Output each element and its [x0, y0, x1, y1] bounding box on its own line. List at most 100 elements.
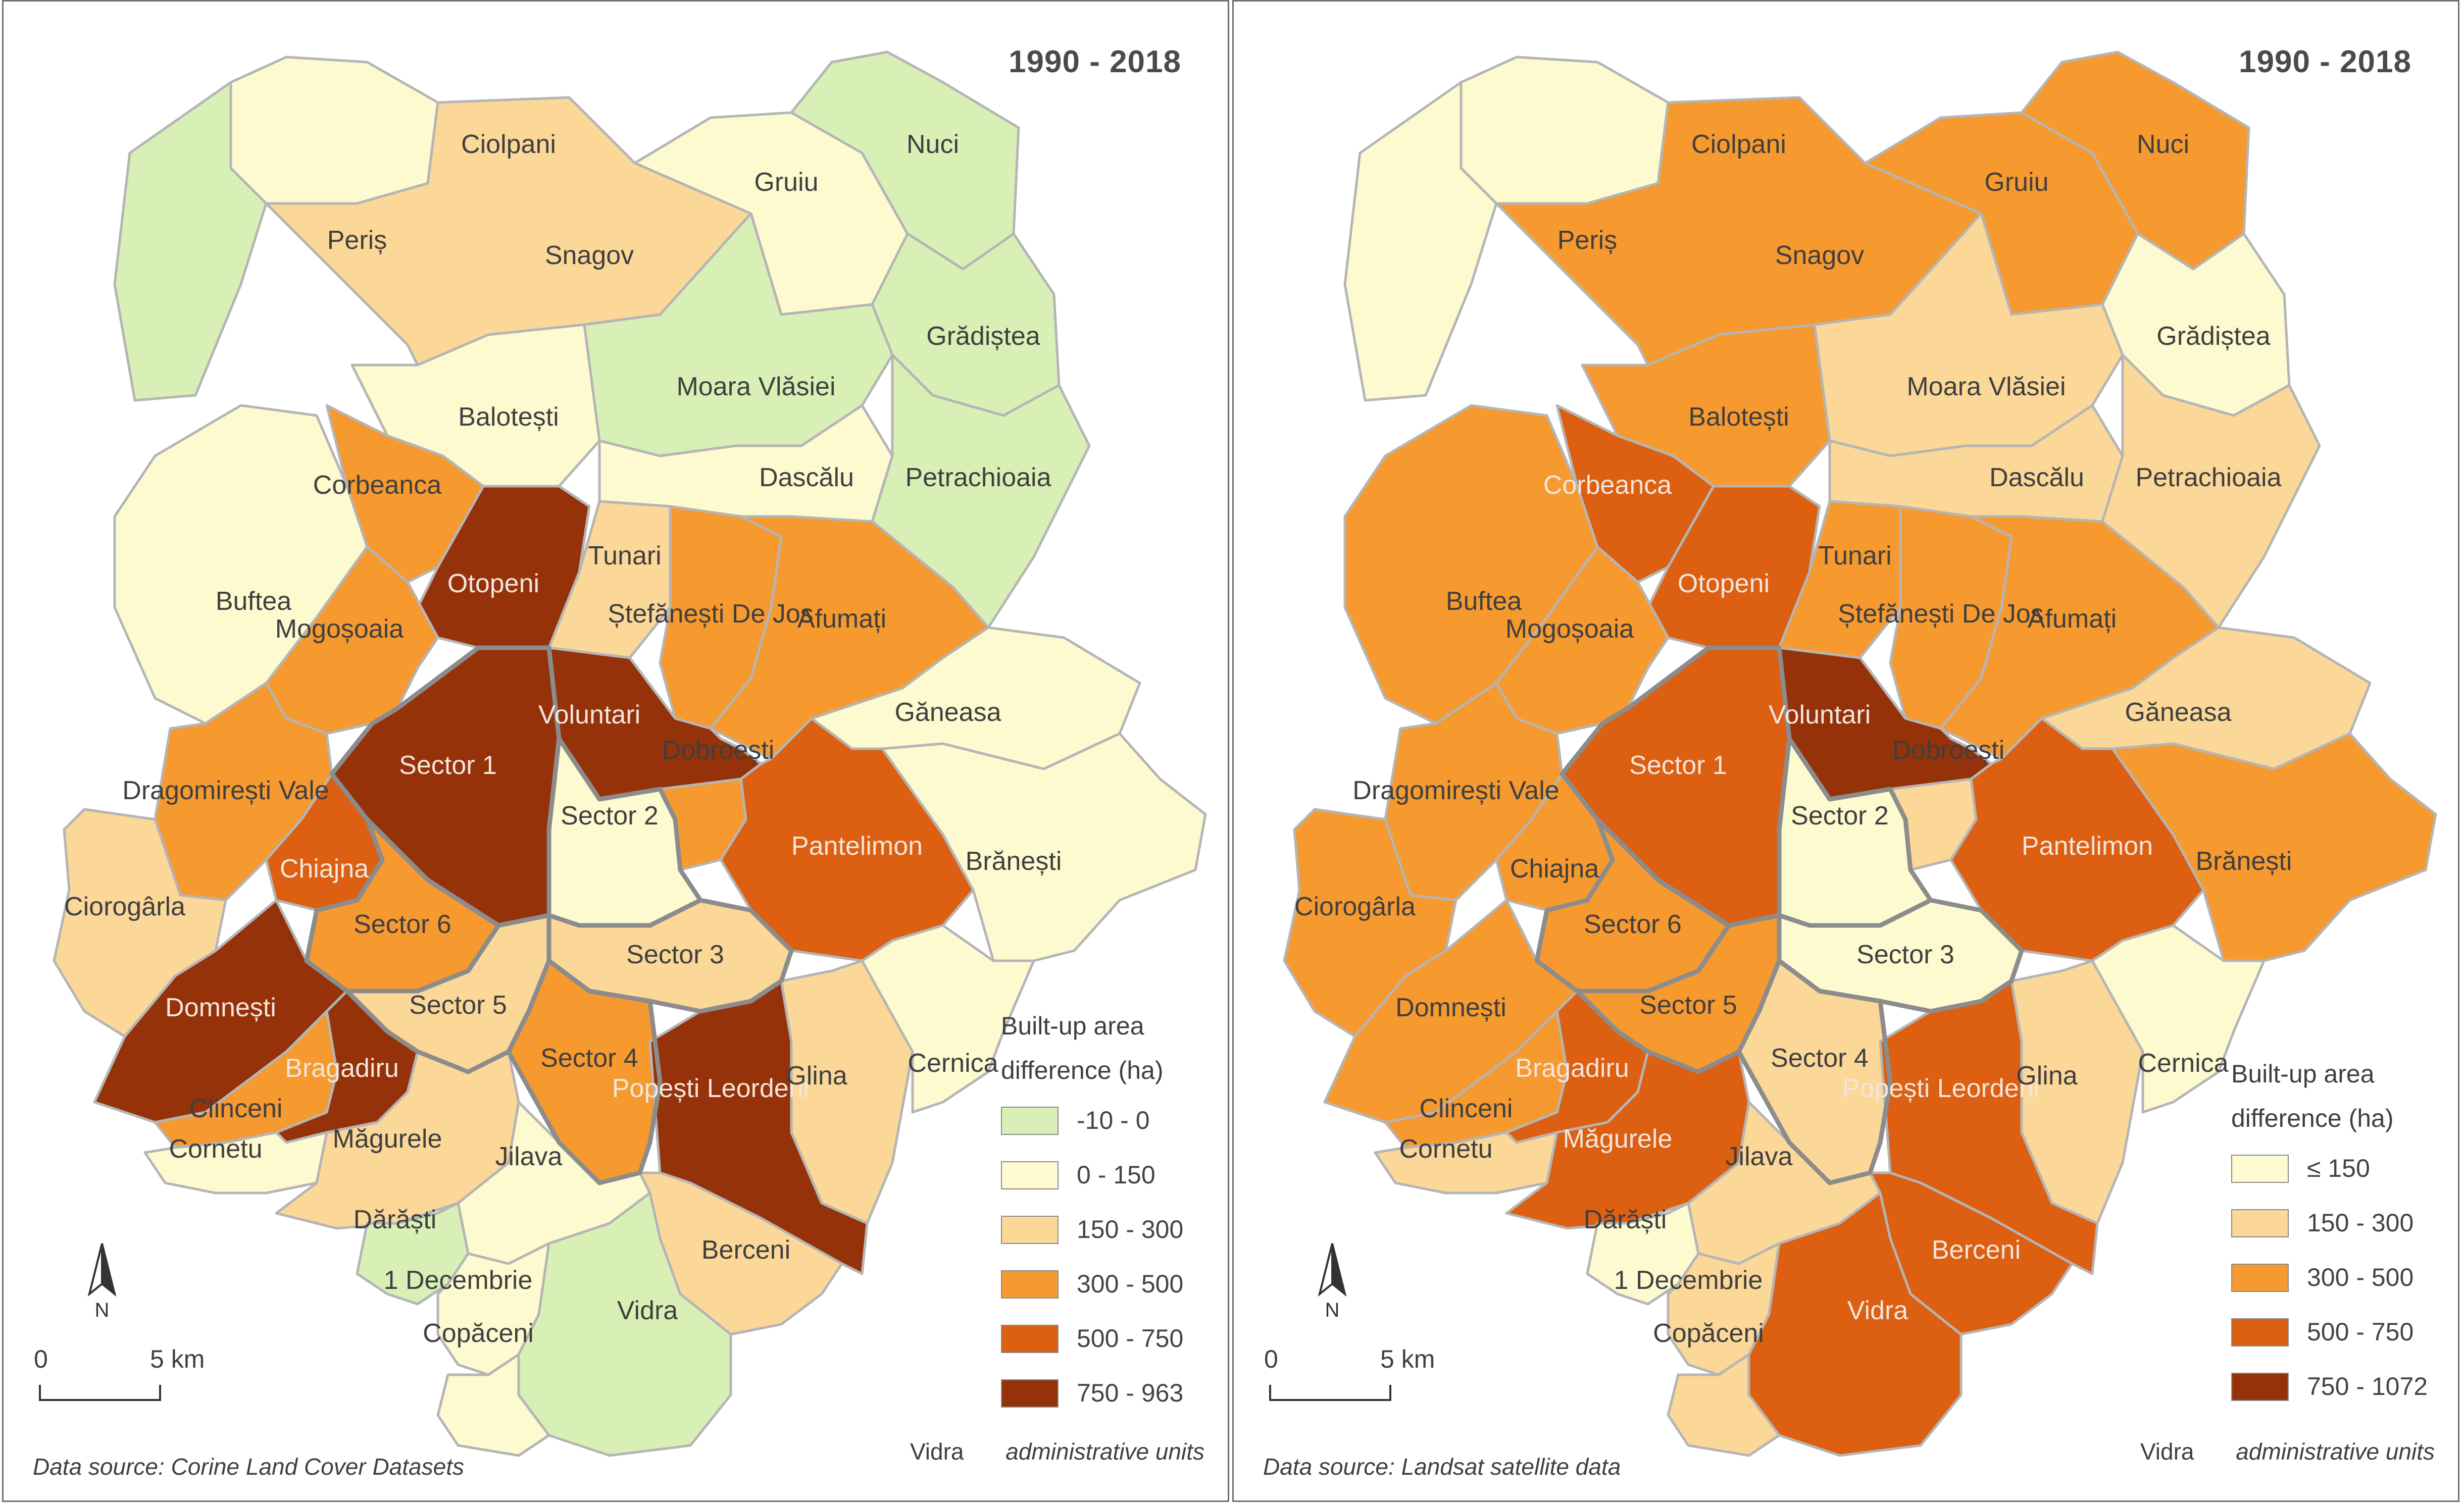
label-petrachioaia: Petrachioaia [2135, 463, 2281, 492]
label-popesti-leordeni: Popești Leordeni [612, 1074, 809, 1103]
label-ciolpani: Ciolpani [1691, 130, 1786, 159]
label-stefanesti-de-jos: Ștefănești De Jos [1838, 599, 2044, 629]
label-ciolpani: Ciolpani [461, 130, 556, 159]
label-afumati: Afumați [2028, 604, 2117, 634]
unit-peris [113, 81, 268, 402]
legend-swatch [1001, 1379, 1059, 1408]
legend-label: 0 - 150 [1077, 1161, 1155, 1189]
label-sector-2: Sector 2 [1791, 801, 1889, 831]
legend-label: 300 - 500 [1077, 1270, 1184, 1298]
label-peris: Periș [1557, 226, 1617, 255]
label-darasti: Dărăști [1584, 1205, 1667, 1234]
legend-label: ≤ 150 [2307, 1154, 2370, 1182]
legend-item: -10 - 0 [1001, 1093, 1213, 1147]
label-ganeasa: Găneasa [2125, 698, 2231, 727]
label-gruiu: Gruiu [1984, 168, 2048, 197]
label-sector-3: Sector 3 [626, 940, 724, 969]
north-arrow-icon: N [79, 1238, 125, 1327]
label-bragadiru: Bragadiru [1515, 1054, 1629, 1083]
label-clinceni: Clinceni [189, 1094, 283, 1123]
label-ganeasa: Găneasa [894, 698, 1001, 727]
unit-nuci [2020, 50, 2250, 271]
scale-bar: 0 5 km [34, 1344, 205, 1420]
legend-label: 300 - 500 [2307, 1263, 2414, 1291]
label-copaceni: Copăceni [1653, 1319, 1764, 1348]
label-dragomiresti-vale: Dragomirești Vale [122, 776, 329, 805]
choropleth-map: Ciolpani Periș Snagov Gruiu Nuci Grădiștea Moa… [1283, 50, 2437, 1457]
legend-item: ≤ 150 [2231, 1140, 2443, 1195]
label-branesti: Brănești [2196, 847, 2292, 876]
label-gradistea: Grădiștea [2156, 322, 2271, 351]
label-magurele: Măgurele [333, 1124, 442, 1154]
legend-item: 500 - 750 [2231, 1304, 2443, 1359]
map-panel-landsat: Ciolpani Periș Snagov Gruiu Nuci Grădiștea Moa… [1232, 0, 2459, 1502]
unit-peris [1343, 81, 1498, 402]
label-voluntari: Voluntari [1769, 700, 1871, 730]
unit-ciolpani [229, 56, 439, 205]
label-balotesti: Balotești [458, 402, 559, 432]
unit-copaceni [436, 1353, 550, 1457]
label-jilava: Jilava [495, 1142, 563, 1171]
data-source-note: Data source: Corine Land Cover Datasets [33, 1454, 464, 1480]
label-corbeanca: Corbeanca [1543, 471, 1672, 500]
legend-item: 150 - 300 [1001, 1202, 1213, 1256]
legend-item: 300 - 500 [1001, 1256, 1213, 1311]
legend-item: 0 - 150 [1001, 1147, 1213, 1202]
label-glina: Glina [786, 1061, 847, 1091]
label-pantelimon: Pantelimon [791, 832, 923, 861]
scale-start-label: 0 [34, 1345, 48, 1373]
legend-swatch [1001, 1161, 1059, 1189]
legend: Built-up area difference (ha) ≤ 150 150 -… [2231, 1052, 2443, 1413]
label-afumati: Afumați [797, 604, 886, 634]
label-clinceni: Clinceni [1420, 1094, 1513, 1123]
unit-key-sample: Vidra [2140, 1438, 2194, 1465]
scale-end-label: 5 km [1380, 1345, 1435, 1373]
label-domnesti: Domnești [165, 993, 276, 1022]
scale-start-label: 0 [1264, 1345, 1278, 1373]
label-domnesti: Domnești [1395, 993, 1506, 1022]
label-snagov: Snagov [545, 241, 634, 270]
legend-label: 750 - 1072 [2307, 1372, 2428, 1401]
label-berceni: Berceni [1932, 1235, 2021, 1265]
label-sector-1: Sector 1 [1629, 751, 1727, 780]
north-arrow-icon: N [1310, 1238, 1355, 1327]
legend-swatch [2231, 1155, 2289, 1183]
label-cernica: Cernica [908, 1049, 998, 1078]
label-dobroesti: Dobroești [1892, 736, 2005, 765]
unit-cernica [2091, 924, 2266, 1114]
label-vidra: Vidra [1847, 1296, 1908, 1325]
legend: Built-up area difference (ha) -10 - 0 0 -… [1001, 1004, 1213, 1420]
unit-branesti [881, 732, 1207, 962]
scale-end-label: 5 km [150, 1345, 205, 1373]
label-pantelimon: Pantelimon [2022, 832, 2153, 861]
label-magurele: Măgurele [1563, 1124, 1673, 1154]
unit-nuci [790, 50, 1020, 271]
label-stefanesti-de-jos: Ștefănești De Jos [608, 599, 814, 629]
label-bragadiru: Bragadiru [285, 1054, 398, 1083]
label-mogosoaia: Mogoșoaia [1505, 614, 1634, 644]
legend-swatch [2231, 1318, 2289, 1346]
label-sector-6: Sector 6 [354, 910, 451, 939]
label-dascalu: Dascălu [759, 463, 854, 492]
unit-pantelimon [1949, 717, 2205, 962]
legend-item: 500 - 750 [1001, 1311, 1213, 1365]
unit-glina [780, 939, 914, 1225]
label-branesti: Brănești [966, 847, 1062, 876]
label-moara-vlasiei: Moara Vlăsiei [1906, 372, 2066, 401]
map-panel-corine: Ciolpani Periș Snagov Gruiu Nuci Grădiștea Moa… [2, 0, 1229, 1502]
label-peris: Periș [327, 226, 387, 255]
label-cernica: Cernica [2138, 1049, 2228, 1078]
legend-title: Built-up area difference (ha) [2231, 1060, 2394, 1132]
label-sector-5: Sector 5 [1639, 991, 1737, 1020]
label-gruiu: Gruiu [754, 168, 818, 197]
label-sector-4: Sector 4 [540, 1044, 638, 1073]
label-chiajna: Chiajna [1510, 854, 1599, 884]
label-dobroesti: Dobroești [662, 736, 775, 765]
label-corbeanca: Corbeanca [313, 471, 441, 500]
legend-label: 150 - 300 [1077, 1215, 1184, 1243]
legend-swatch [1001, 1270, 1059, 1299]
label-darasti: Dărăști [354, 1205, 437, 1234]
legend-title: Built-up area difference (ha) [1001, 1012, 1164, 1084]
map-title: 1990 - 2018 [1009, 44, 1181, 79]
label-1-decembrie: 1 Decembrie [1614, 1266, 1763, 1295]
